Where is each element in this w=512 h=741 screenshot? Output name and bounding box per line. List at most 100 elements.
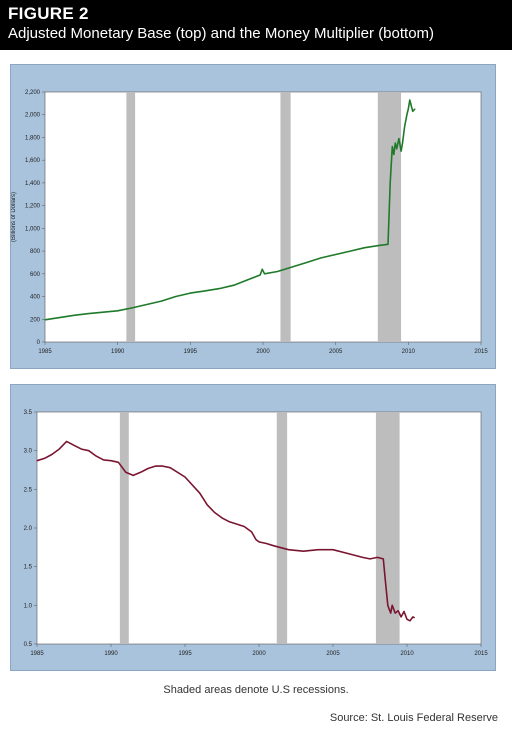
chart1-y-tick-label-6: 3.5 xyxy=(24,410,33,416)
chart1-data-point-0 xyxy=(36,460,38,462)
chart1-x-tick-label-1: 1990 xyxy=(104,651,118,657)
chart1-data-point-13 xyxy=(132,474,134,476)
chart1-data-point-5 xyxy=(73,444,75,446)
chart0-x-tick-label-4: 2005 xyxy=(329,349,343,355)
chart0-series-line-0 xyxy=(44,99,416,321)
chart0-data-point-3 xyxy=(88,313,90,315)
chart1-data-point-4 xyxy=(66,440,68,442)
chart1-data-point-22 xyxy=(214,511,216,514)
chart0-data-point-30 xyxy=(394,142,396,144)
chart0-recession-band-1 xyxy=(280,92,291,342)
chart0-y-tick-label-11: 2,200 xyxy=(25,90,41,96)
chart1-recession-band-2 xyxy=(375,412,400,644)
chart1-data-point-9 xyxy=(103,459,105,461)
chart1-data-point-46 xyxy=(397,610,399,612)
chart1-data-point-11 xyxy=(117,461,119,463)
chart1-x-tick-label-3: 2000 xyxy=(252,651,266,657)
figure-title: Adjusted Monetary Base (top) and the Mon… xyxy=(8,25,435,42)
chart1-data-point-20 xyxy=(199,492,201,494)
chart0-data-point-16 xyxy=(261,268,263,270)
chart0-plot-area xyxy=(44,91,482,343)
chart0-y-tick-label-2: 400 xyxy=(30,295,41,301)
chart0-x-tick-label-3: 2000 xyxy=(256,349,270,355)
chart0-y-tick-label-0: 0 xyxy=(37,340,41,346)
chart1-x-tick-label-5: 2010 xyxy=(400,651,414,657)
chart0-data-point-40 xyxy=(412,110,414,112)
chart1-data-point-17 xyxy=(162,465,164,467)
chart1-data-point-12 xyxy=(125,471,127,473)
monetary-base-chart: 0 200 400 600 800 1,000 1,200 1,400 1,600 1,800 2,… xyxy=(11,90,488,355)
recession-footnote: Shaded areas denote U.S recessions. xyxy=(163,684,349,696)
chart0-x-tick-label-1: 1990 xyxy=(111,349,125,355)
chart1-y-tick-label-1: 1.0 xyxy=(24,603,33,609)
chart0-data-point-29 xyxy=(393,153,395,156)
chart1-data-point-32 xyxy=(302,550,304,552)
figure-header: FIGURE 2 Adjusted Monetary Base (top) an… xyxy=(0,0,512,50)
chart0-data-point-21 xyxy=(320,257,322,259)
money-multiplier-chart-panel: 0.5 1.0 1.5 2.0 2.5 3.0 3.5 1985 1990 1995 2000 200… xyxy=(10,384,496,671)
chart1-data-point-14 xyxy=(140,471,142,473)
chart1-data-point-50 xyxy=(409,620,411,622)
chart0-data-point-4 xyxy=(102,311,104,313)
chart0-data-point-9 xyxy=(175,295,177,298)
chart1-data-point-41 xyxy=(387,604,389,606)
chart1-data-point-26 xyxy=(251,531,253,533)
chart0-x-tick-label-0: 1985 xyxy=(38,349,52,355)
chart1-data-point-51 xyxy=(412,616,414,618)
chart0-y-axis-title: (Billions of Dollars) xyxy=(11,192,17,242)
chart0-data-point-33 xyxy=(400,150,402,152)
chart0-data-point-26 xyxy=(387,243,389,245)
chart0-x-tick-label-2: 1995 xyxy=(184,349,198,355)
chart0-data-point-23 xyxy=(349,250,351,252)
monetary-base-chart-panel: 0 200 400 600 800 1,000 1,200 1,400 1,600 1,800 2,… xyxy=(10,64,496,369)
chart1-data-point-3 xyxy=(58,448,60,450)
chart1-data-point-45 xyxy=(394,612,396,614)
chart0-data-point-0 xyxy=(44,319,46,321)
chart0-data-point-11 xyxy=(204,290,206,292)
chart1-data-point-28 xyxy=(258,541,260,543)
chart1-data-point-37 xyxy=(369,558,371,560)
chart0-data-point-5 xyxy=(117,310,119,312)
chart0-data-point-31 xyxy=(396,148,398,150)
chart0-y-tick-label-6: 1,200 xyxy=(25,204,41,210)
chart1-data-point-30 xyxy=(273,545,275,547)
chart0-data-point-32 xyxy=(398,138,400,140)
chart1-data-point-8 xyxy=(95,455,97,457)
chart0-data-point-14 xyxy=(247,278,250,281)
chart1-data-point-6 xyxy=(80,448,82,450)
chart0-y-tick-label-10: 2,000 xyxy=(25,113,41,119)
chart0-data-point-37 xyxy=(407,108,409,110)
chart0-y-tick-label-7: 1,400 xyxy=(25,181,41,187)
chart1-data-point-2 xyxy=(51,453,53,456)
chart0-x-tick-label-6: 2015 xyxy=(474,349,488,355)
chart1-data-point-52 xyxy=(413,617,415,619)
chart1-data-point-24 xyxy=(228,521,230,523)
chart1-data-point-48 xyxy=(403,610,405,613)
chart0-data-point-38 xyxy=(409,99,411,101)
chart1-data-point-1 xyxy=(43,457,45,459)
chart1-data-point-18 xyxy=(169,467,171,469)
chart0-y-tick-label-5: 1,000 xyxy=(25,226,41,232)
chart0-y-tick-label-4: 800 xyxy=(30,249,41,255)
chart1-y-tick-label-5: 3.0 xyxy=(24,449,33,455)
chart0-y-tick-label-9: 1,800 xyxy=(25,135,41,141)
chart0-data-point-41 xyxy=(414,108,416,110)
chart1-data-point-34 xyxy=(332,549,334,551)
chart0-y-tick-label-8: 1,600 xyxy=(25,158,41,164)
chart1-data-point-29 xyxy=(265,542,267,545)
chart1-data-point-19 xyxy=(184,476,186,478)
chart1-data-point-49 xyxy=(406,618,408,620)
chart0-data-point-6 xyxy=(131,307,133,309)
chart1-data-point-33 xyxy=(317,549,319,551)
chart1-data-point-43 xyxy=(390,612,392,614)
chart0-data-point-28 xyxy=(391,145,393,148)
chart0-data-point-35 xyxy=(404,125,406,127)
chart0-data-point-24 xyxy=(364,247,366,249)
chart1-recession-band-0 xyxy=(119,412,129,644)
chart1-data-point-36 xyxy=(362,556,364,558)
chart0-data-point-18 xyxy=(276,270,279,273)
chart1-y-tick-label-2: 1.5 xyxy=(24,565,33,571)
chart1-data-point-16 xyxy=(154,465,156,467)
chart1-y-tick-label-3: 2.0 xyxy=(24,526,33,532)
money-multiplier-chart: 0.5 1.0 1.5 2.0 2.5 3.0 3.5 1985 1990 1995 2000 200… xyxy=(24,410,489,657)
